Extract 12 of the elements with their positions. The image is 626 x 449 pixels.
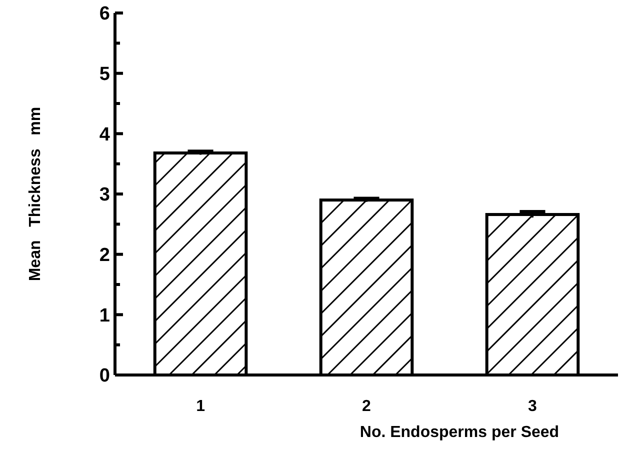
x-tick-label: 2 (362, 398, 372, 415)
x-axis-title: No. Endosperms per Seed (360, 424, 560, 441)
y-tick-label: 4 (99, 124, 110, 146)
y-tick-label: 6 (99, 4, 110, 25)
y-tick-label: 3 (99, 184, 110, 206)
y-tick-label: 5 (99, 64, 110, 85)
y-tick-label: 2 (99, 244, 110, 266)
y-tick-label: 0 (99, 366, 110, 387)
x-tick-label: 3 (528, 398, 538, 415)
x-tick-label: 1 (196, 398, 206, 415)
y-tick-label: 1 (99, 305, 110, 326)
y-axis-title: Mean Thickness mm (27, 106, 44, 282)
